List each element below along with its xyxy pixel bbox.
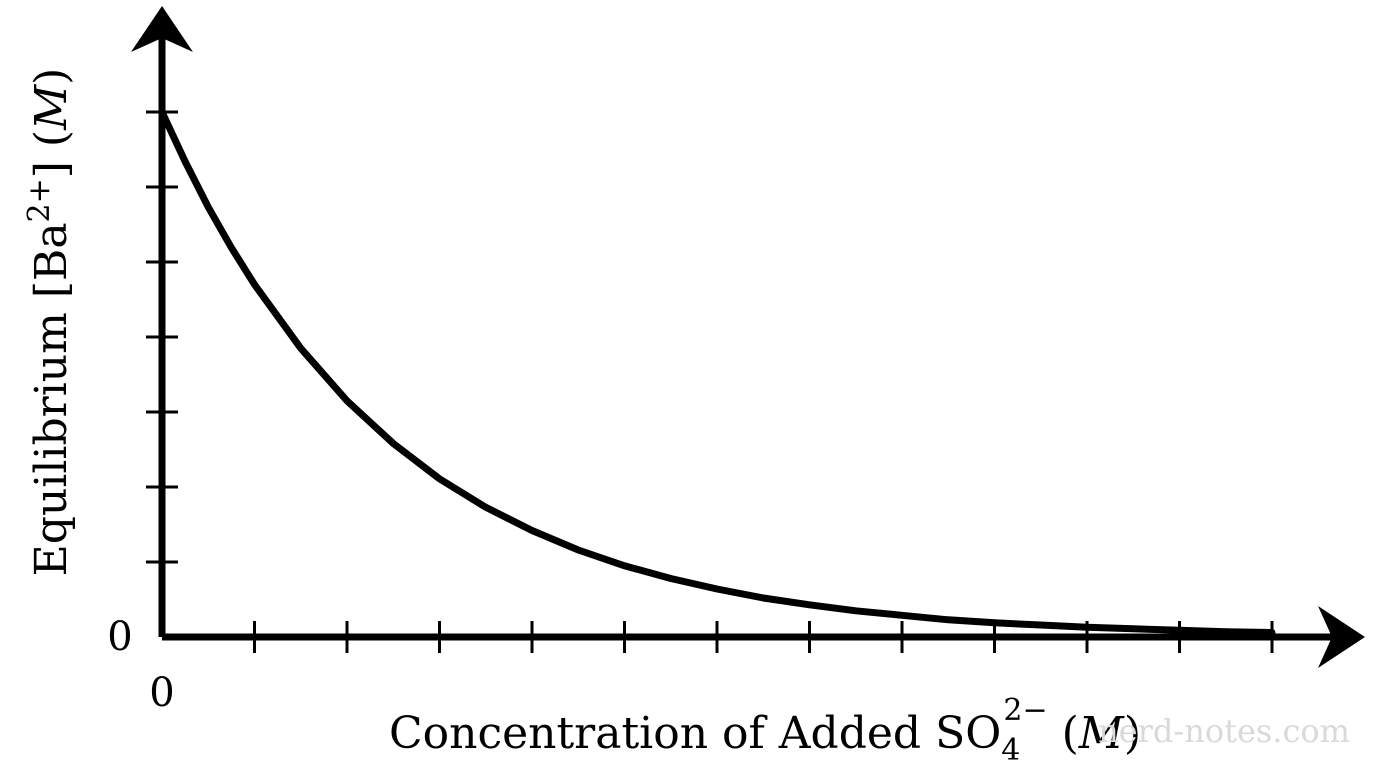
x-axis-label-unit: M bbox=[1078, 708, 1125, 759]
y-axis-label-bracket: ] ( bbox=[26, 130, 77, 178]
x-axis-label: Concentration of Added SO4 2− (M) bbox=[389, 693, 1141, 768]
x-tick-label: 0 bbox=[149, 670, 174, 716]
y-axis-arrow-icon bbox=[131, 6, 193, 52]
y-axis-label-text: Equilibrium [Ba bbox=[26, 222, 77, 576]
watermark: nerd-notes.com bbox=[1098, 712, 1350, 750]
y-axis-label: Equilibrium [Ba2+] (M) bbox=[22, 68, 77, 577]
x-axis-arrow-icon bbox=[1318, 606, 1365, 668]
x-axis-label-subscript: 4 bbox=[1001, 733, 1020, 768]
x-axis-label-unit-open: ( bbox=[1048, 708, 1079, 759]
x-axis-label-unit-close: ) bbox=[1124, 708, 1141, 759]
y-axis-label-unit-close: ) bbox=[26, 68, 77, 85]
y-axis-label-superscript: 2+ bbox=[22, 178, 57, 222]
tick-marks bbox=[146, 110, 1274, 653]
series-line bbox=[158, 108, 1276, 636]
y-axis-label-unit: M bbox=[26, 84, 77, 131]
x-axis-label-text: Concentration of Added SO bbox=[389, 708, 1001, 759]
x-axis-label-superscript: 2− bbox=[1003, 693, 1047, 728]
y-tick-label: 0 bbox=[107, 614, 132, 660]
